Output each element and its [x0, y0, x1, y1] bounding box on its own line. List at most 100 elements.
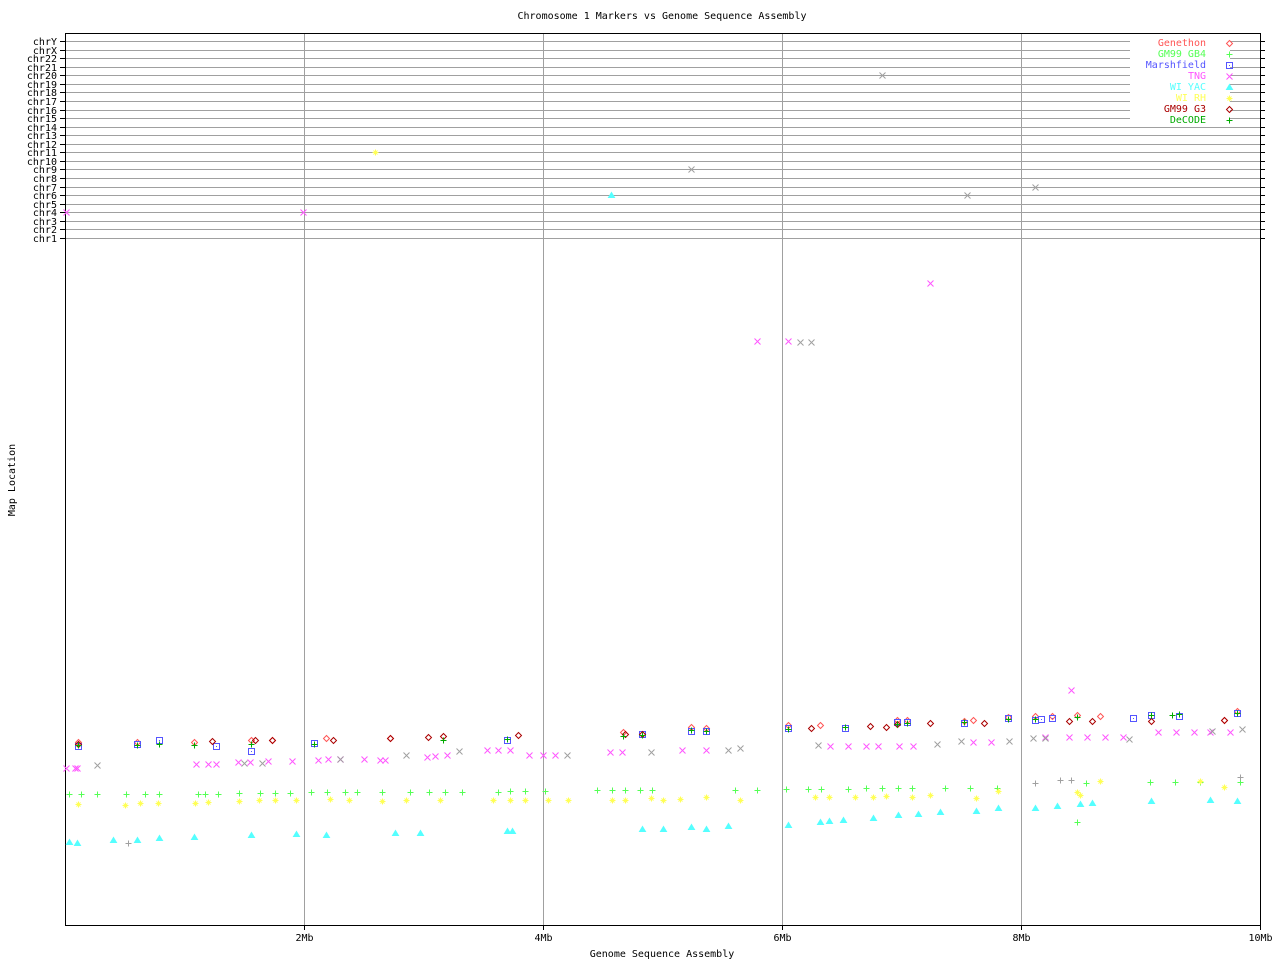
data-point	[1130, 715, 1137, 722]
data-point	[1032, 780, 1039, 787]
data-point	[432, 753, 439, 760]
data-point	[927, 280, 934, 287]
data-point	[122, 802, 129, 809]
data-point	[842, 724, 849, 731]
data-point	[459, 789, 466, 796]
data-point	[191, 742, 198, 749]
data-point-chr6	[964, 192, 971, 199]
data-point	[325, 756, 332, 763]
data-point	[660, 797, 667, 804]
data-point	[936, 808, 945, 815]
legend-bg	[1130, 92, 1230, 103]
data-point	[827, 743, 834, 750]
data-point	[1042, 734, 1049, 741]
data-point	[737, 797, 744, 804]
y-tick-label: chr2	[33, 225, 57, 236]
data-point	[155, 800, 162, 807]
data-point	[639, 732, 646, 739]
legend-label: GM99 G3	[1164, 104, 1206, 115]
data-point	[785, 338, 792, 345]
series-decode	[75, 710, 1241, 749]
data-point	[503, 827, 512, 834]
data-point	[1147, 717, 1156, 726]
data-point	[1169, 712, 1176, 719]
data-point	[1220, 716, 1229, 725]
data-point	[724, 822, 733, 829]
data-point	[638, 825, 647, 832]
data-point	[970, 739, 977, 746]
data-point	[942, 785, 949, 792]
legend-label: Genethon	[1158, 38, 1206, 49]
y-axis-chromosome-labels: chrYchrXchr22chr21chr20chr19chr18chr17ch…	[27, 37, 57, 245]
data-point-chr7	[1032, 184, 1039, 191]
data-point	[870, 794, 877, 801]
data-point	[133, 836, 142, 843]
legend-bg	[1130, 59, 1230, 70]
data-point	[934, 741, 941, 748]
data-point	[78, 791, 85, 798]
data-point	[1066, 734, 1073, 741]
data-point	[205, 761, 212, 768]
data-point	[725, 747, 732, 754]
data-point	[852, 794, 859, 801]
data-point	[784, 821, 793, 828]
data-point	[308, 789, 315, 796]
data-point	[426, 789, 433, 796]
y-axis-label: Map Location	[7, 444, 18, 516]
legend-label: DeCODE	[1170, 115, 1206, 126]
data-point	[896, 743, 903, 750]
data-point-chr4	[300, 209, 307, 216]
data-point	[424, 733, 433, 742]
data-point	[386, 734, 395, 743]
series-wi-yac	[65, 191, 1242, 846]
data-point	[1053, 802, 1062, 809]
data-point	[818, 786, 825, 793]
y-tick-label: chrY	[33, 37, 57, 48]
data-point	[815, 742, 822, 749]
data-point	[863, 785, 870, 792]
data-point	[109, 836, 118, 843]
data-point	[609, 797, 616, 804]
data-point	[490, 797, 497, 804]
data-point	[342, 789, 349, 796]
data-point	[205, 799, 212, 806]
data-point	[507, 797, 514, 804]
data-point	[386, 734, 395, 743]
data-point	[379, 789, 386, 796]
data-point	[688, 727, 695, 734]
legend-label: WI RH	[1176, 93, 1206, 104]
data-point	[637, 787, 644, 794]
data-point	[622, 797, 629, 804]
data-point	[808, 339, 815, 346]
x-tick-label: 2Mb	[295, 933, 313, 944]
data-point	[882, 723, 891, 732]
data-point	[329, 736, 338, 745]
y-tick-label: chr5	[33, 200, 57, 211]
data-point	[75, 801, 82, 808]
data-point	[1065, 717, 1074, 726]
data-point	[495, 789, 502, 796]
data-point	[703, 794, 710, 801]
data-point	[703, 728, 710, 735]
legend-marker-icon	[1226, 62, 1233, 69]
data-point-chr20	[879, 72, 886, 79]
data-point	[677, 796, 684, 803]
data-point	[909, 794, 916, 801]
data-point	[1084, 734, 1091, 741]
data-point	[687, 823, 696, 830]
legend-bg	[1130, 70, 1230, 81]
y-tick-label: chr4	[33, 208, 57, 219]
data-point	[609, 787, 616, 794]
data-point	[248, 748, 255, 755]
data-point	[1096, 712, 1105, 721]
data-point	[545, 797, 552, 804]
data-point	[322, 734, 331, 743]
data-point	[1148, 712, 1155, 719]
data-point	[909, 785, 916, 792]
data-point	[1227, 729, 1234, 736]
series-unlabeled-9	[125, 774, 1244, 847]
data-point	[552, 752, 559, 759]
data-point	[839, 816, 848, 823]
data-point	[156, 741, 163, 748]
